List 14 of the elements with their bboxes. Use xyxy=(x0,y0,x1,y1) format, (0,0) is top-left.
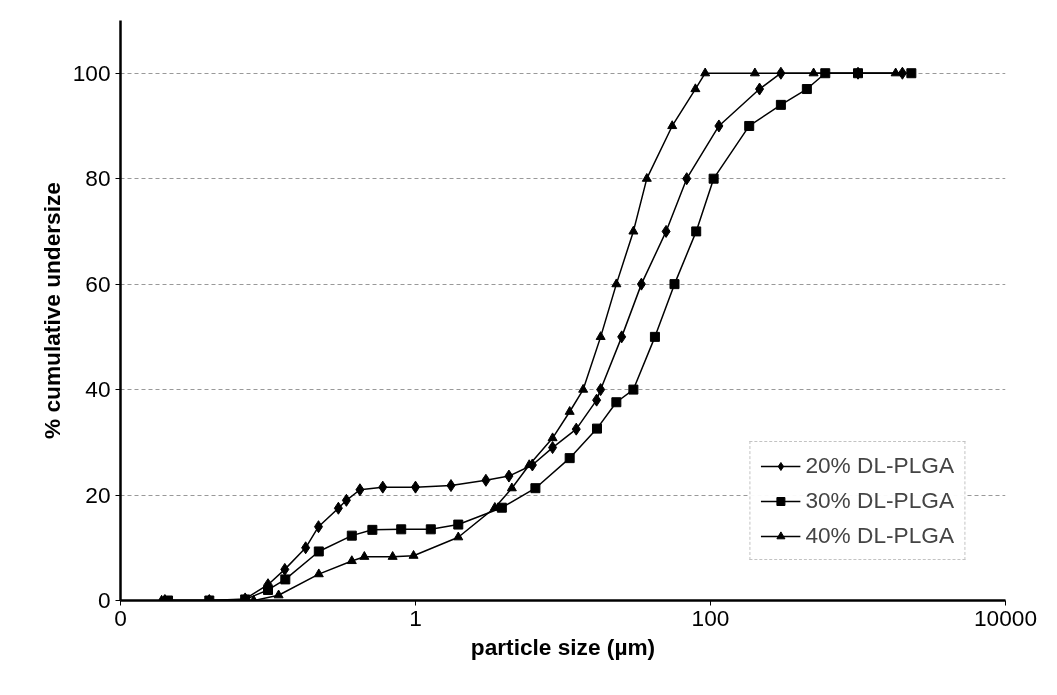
y-tick-label: 100 xyxy=(72,59,111,86)
legend-label: 40% DL-PLGA xyxy=(805,522,954,549)
x-tick-label: 100 xyxy=(691,604,730,631)
y-tick-label: 40 xyxy=(85,376,111,403)
y-tick-label: 0 xyxy=(97,587,111,613)
y-axis-title: % cumulative undersize xyxy=(38,182,65,439)
y-tick-label: 60 xyxy=(85,270,111,297)
legend-label: 20% DL-PLGA xyxy=(805,452,954,479)
x-axis-title: particle size (µm) xyxy=(470,633,656,660)
x-tick-label: 1 xyxy=(409,604,422,631)
x-tick-label: 10000 xyxy=(974,604,1038,631)
legend-label: 30% DL-PLGA xyxy=(805,487,954,514)
y-tick-label: 80 xyxy=(85,165,111,192)
y-tick-label: 20 xyxy=(85,481,111,508)
